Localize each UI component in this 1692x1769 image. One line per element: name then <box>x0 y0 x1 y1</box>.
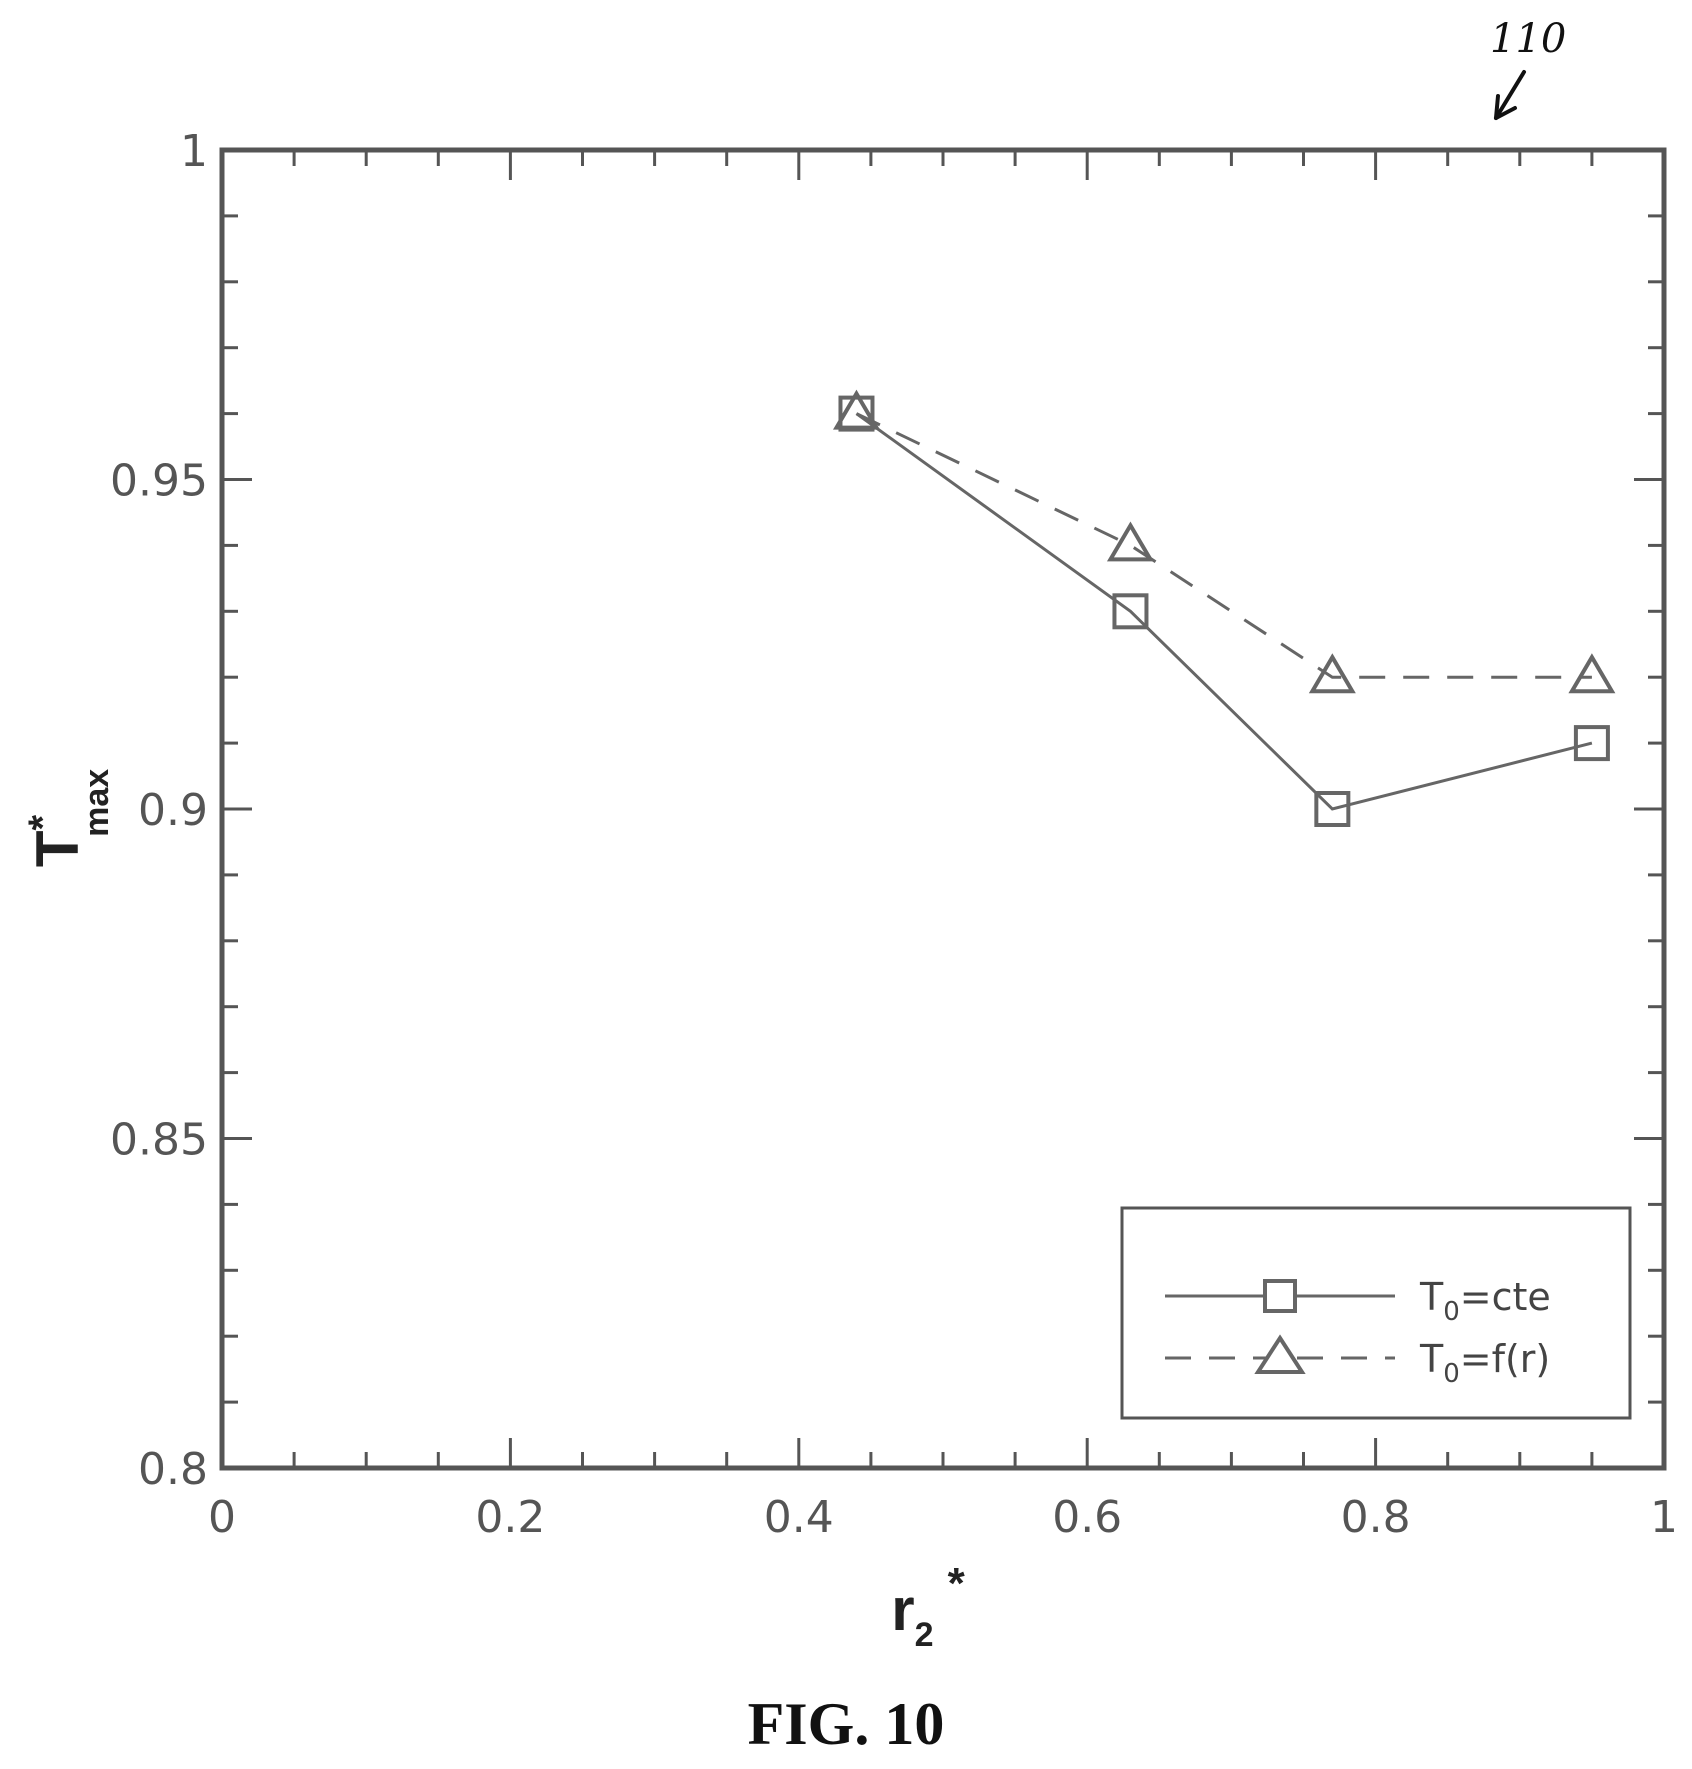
y-tick-label: 0.95 <box>110 456 208 507</box>
figure-caption: FIG. 10 <box>748 1691 945 1757</box>
data-point-square <box>1112 593 1149 630</box>
tick-labels: 0 0.2 0.4 0.6 0.8 1 0.8 0.85 0.9 0.95 1 <box>110 126 1678 1543</box>
y-axis-title: T* max <box>21 769 116 867</box>
reference-arrow-icon <box>1494 70 1526 120</box>
y-axis-title-main: T <box>24 830 91 867</box>
x-tick-label: 1 <box>1650 1492 1678 1543</box>
y-tick-label: 0.8 <box>138 1444 208 1495</box>
x-tick-label: 0.4 <box>764 1492 834 1543</box>
legend-label-cte-rest: =cte <box>1460 1275 1551 1319</box>
y-tick-label: 0.85 <box>110 1115 208 1166</box>
legend-marker-square <box>1263 1279 1297 1313</box>
legend-label-fr-rest: =f(r) <box>1460 1337 1551 1381</box>
series-line-0 <box>855 412 1593 811</box>
legend-label-fr-main: T <box>1419 1337 1444 1381</box>
legend-label-cte: T0=cte <box>1419 1275 1551 1327</box>
legend-label-fr: T0=f(r) <box>1419 1337 1550 1389</box>
x-tick-label: 0.8 <box>1341 1492 1411 1543</box>
legend-box <box>1120 1206 1632 1420</box>
y-tick-label: 0.9 <box>138 785 208 836</box>
x-axis-title-sup: * <box>948 1559 966 1608</box>
series-line-1 <box>855 412 1592 679</box>
x-tick-label: 0 <box>208 1492 236 1543</box>
legend-label-cte-main: T <box>1419 1275 1444 1319</box>
legend-marker-triangle <box>1254 1334 1306 1374</box>
x-axis-title: r2 * <box>891 1559 965 1654</box>
y-tick-label: 1 <box>180 126 208 177</box>
data-point-triangle <box>832 389 880 430</box>
data-point-square <box>1314 791 1351 827</box>
x-axis-title-sub: 2 <box>915 1616 934 1654</box>
legend: T0=cte T0=f(r) <box>1120 1206 1632 1420</box>
y-axis-title-sub: max <box>78 769 116 837</box>
y-axis-title-sup: * <box>21 814 65 830</box>
reference-numeral: 110 <box>1490 16 1566 62</box>
series-layer <box>832 389 1616 827</box>
axis-ticks <box>220 148 1666 1470</box>
data-point-square <box>1573 725 1610 762</box>
x-tick-label: 0.2 <box>475 1492 545 1543</box>
x-tick-label: 0.6 <box>1052 1492 1122 1543</box>
data-point-triangle <box>1106 521 1154 562</box>
legend-label-cte-sub: 0 <box>1443 1297 1460 1327</box>
data-point-triangle <box>1308 653 1356 694</box>
data-point-triangle <box>1568 653 1616 694</box>
x-axis-title-main: r <box>891 1576 914 1643</box>
svg-text:T*max: T* max <box>21 769 116 867</box>
legend-label-fr-sub: 0 <box>1443 1359 1460 1389</box>
